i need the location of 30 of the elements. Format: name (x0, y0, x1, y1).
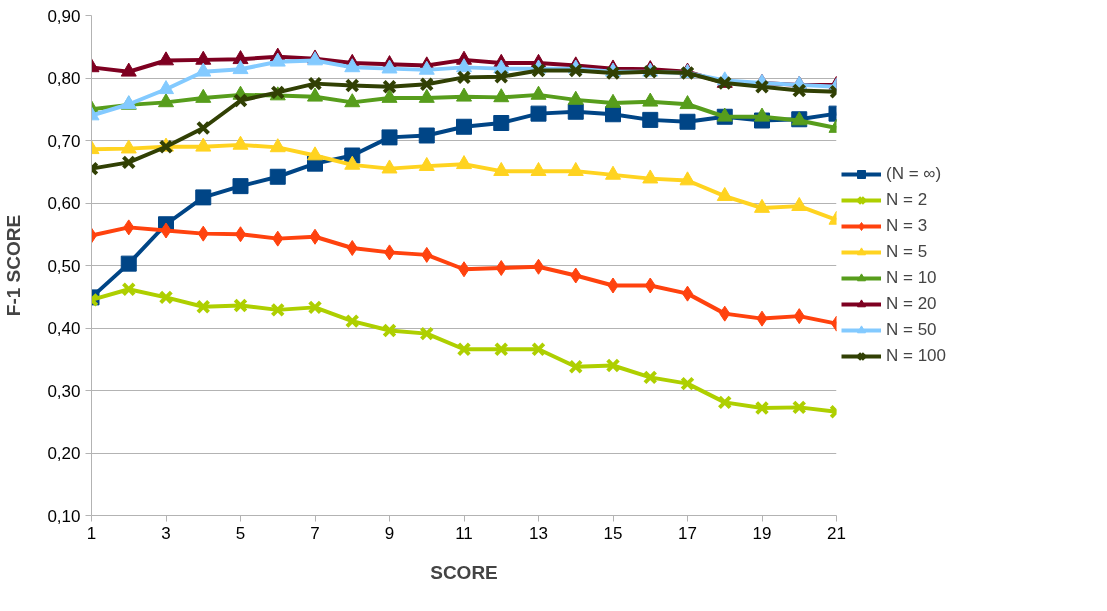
y-tick-label: 0,50 (47, 256, 81, 276)
x-axis-title: SCORE (430, 561, 498, 583)
x-tick-label: 5 (235, 523, 246, 543)
x-tick-label: 9 (384, 523, 395, 543)
x-tick-label: 7 (310, 523, 320, 543)
x-tick-label: 13 (529, 523, 548, 543)
y-tick-label: 0,90 (47, 6, 81, 26)
x-tick-label: 15 (603, 523, 623, 543)
x-tick-label: 19 (752, 523, 772, 543)
x-tick-label: 1 (86, 523, 97, 543)
x-tick-label: 3 (161, 523, 171, 543)
legend-label: N = 5 (886, 242, 928, 262)
legend-label: N = 3 (886, 216, 928, 236)
y-tick-label: 0,30 (47, 381, 81, 401)
legend-label: N = 100 (886, 346, 947, 366)
x-tick-label: 21 (827, 523, 846, 543)
legend-label: N = 2 (886, 190, 928, 210)
y-tick-label: 0,20 (47, 444, 81, 463)
x-tick-label: 17 (678, 523, 697, 543)
y-tick-label: 0,70 (47, 131, 81, 151)
y-tick-label: 0,40 (47, 319, 81, 338)
y-axis-title: F-1 SCORE (3, 214, 25, 317)
y-tick-label: 0,10 (47, 506, 81, 526)
y-tick-label: 0,80 (47, 69, 81, 88)
legend-label: N = 50 (886, 320, 937, 340)
x-tick-label: 11 (455, 523, 473, 543)
legend-label: N = 20 (886, 294, 937, 314)
y-tick-label: 0,60 (47, 194, 81, 213)
legend-label: N = 10 (886, 268, 937, 288)
legend-label: (N = ∞) (886, 164, 942, 184)
